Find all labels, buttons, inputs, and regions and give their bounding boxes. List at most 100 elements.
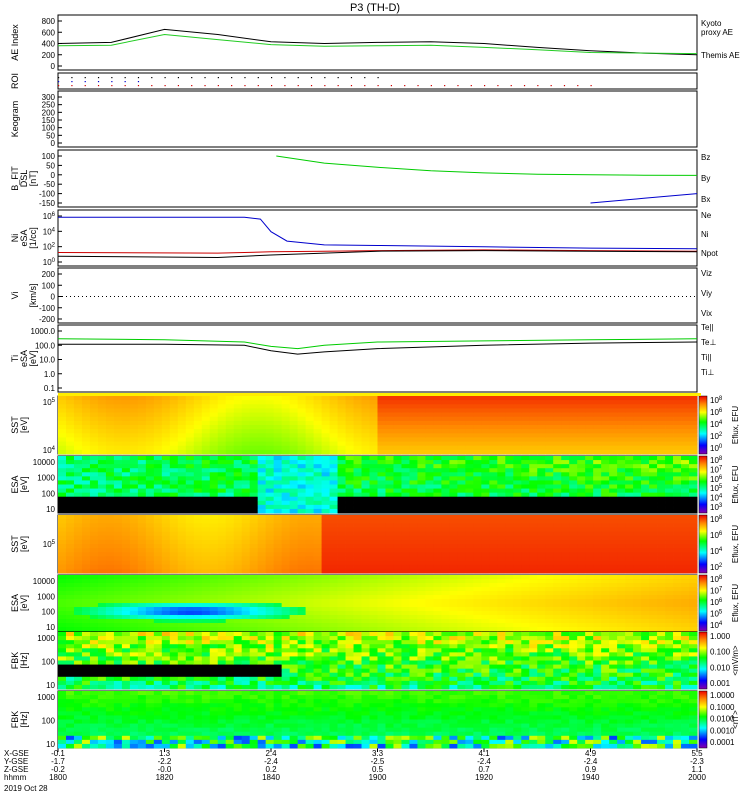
esa-electron-cell bbox=[489, 480, 498, 485]
fbk-electric-cell bbox=[225, 640, 235, 645]
esa-electron-cell bbox=[177, 464, 187, 469]
sst-electron-cell bbox=[129, 445, 139, 451]
sst-ion-cell bbox=[193, 519, 203, 524]
esa-ion-cell bbox=[145, 623, 155, 628]
esa-electron-cell bbox=[73, 472, 83, 477]
sst-ion-cell bbox=[225, 552, 235, 557]
sst-electron-cell bbox=[289, 449, 299, 455]
esa-electron-cell bbox=[289, 464, 299, 469]
sst-ion-cell bbox=[441, 531, 450, 537]
sst-electron-cell bbox=[393, 400, 402, 405]
esa-electron-cell bbox=[505, 472, 514, 477]
esa-ion-cell bbox=[481, 615, 490, 620]
esa-electron-cell bbox=[529, 508, 538, 514]
sst-electron-cell bbox=[297, 396, 307, 401]
esa-ion-cell bbox=[249, 607, 259, 612]
fbk-electric-cell bbox=[169, 652, 179, 657]
sst-electron-cell bbox=[625, 420, 634, 426]
sst-electron-cell bbox=[273, 449, 283, 455]
esa-ion-cell bbox=[321, 579, 330, 584]
sst-electron-cell bbox=[153, 412, 163, 418]
esa-electron-cell bbox=[73, 492, 83, 498]
sst-electron-cell bbox=[489, 449, 498, 455]
esa-electron-cell bbox=[89, 480, 99, 485]
sst-electron-cell bbox=[209, 441, 219, 447]
fbk-electric-cell bbox=[249, 644, 259, 649]
esa-electron-cell bbox=[529, 456, 538, 461]
sst-ion-cell bbox=[569, 523, 578, 528]
sst-electron-cell bbox=[593, 429, 602, 434]
esa-electron-cell bbox=[361, 508, 370, 514]
sst-ion-cell bbox=[273, 515, 283, 520]
esa-ion-cell bbox=[401, 615, 410, 620]
sst-electron-cell bbox=[265, 433, 275, 438]
sst-ion-cell bbox=[217, 568, 227, 574]
esa-electron-cell bbox=[113, 488, 123, 494]
sst-electron-cell bbox=[137, 449, 147, 455]
esa-electron-cell bbox=[681, 480, 690, 485]
esa-ion-cell bbox=[441, 575, 450, 580]
esa-electron-cell bbox=[58, 508, 67, 514]
sst-ion-cell bbox=[169, 548, 179, 553]
esa-electron-cell bbox=[681, 496, 690, 502]
sst-electron-cell bbox=[201, 441, 211, 447]
esa-electron-cell bbox=[441, 492, 450, 498]
sst-electron-cell bbox=[649, 396, 658, 401]
sst-ion-cell bbox=[545, 560, 554, 566]
sst-ion-cell bbox=[641, 548, 650, 553]
esa-electron-cell bbox=[633, 492, 642, 498]
sst-electron-cell bbox=[265, 449, 275, 455]
esa-electron-cell bbox=[257, 508, 267, 514]
esa-electron-cell bbox=[217, 488, 227, 494]
sst-ion-cell bbox=[225, 556, 235, 561]
esa-ion-cell bbox=[457, 615, 466, 620]
sst-ion-cell bbox=[337, 544, 346, 549]
sst-electron-cell bbox=[281, 396, 291, 401]
sst-ion-cell bbox=[361, 539, 370, 545]
sst-electron-cell bbox=[353, 404, 362, 409]
esa-electron-cell bbox=[673, 496, 682, 502]
esa-electron-cell bbox=[233, 500, 243, 506]
esa-electron-cell bbox=[297, 484, 307, 489]
esa-electron-cell bbox=[521, 460, 530, 465]
sst-electron-cell bbox=[409, 445, 418, 451]
esa-electron-cell bbox=[369, 500, 378, 506]
sst-electron-cell bbox=[209, 404, 219, 409]
esa-electron-cell bbox=[521, 496, 530, 502]
esa-ion-cell bbox=[241, 603, 251, 608]
esa-electron-cell bbox=[521, 492, 530, 498]
esa-ion-cell bbox=[585, 595, 594, 600]
sst-ion-cell bbox=[89, 548, 99, 553]
sst-ion-cell bbox=[569, 527, 578, 532]
esa-electron-cell bbox=[353, 484, 362, 489]
sst-electron-cell bbox=[465, 433, 474, 438]
fbk-electric-cell bbox=[257, 644, 267, 649]
sst-ion-cell bbox=[153, 564, 163, 570]
esa-ion-cell bbox=[633, 611, 642, 616]
esa-electron-cell bbox=[121, 476, 131, 481]
sst-electron-cell bbox=[641, 420, 650, 426]
sst-ion-cell bbox=[209, 535, 219, 541]
esa-electron-cell bbox=[265, 460, 275, 465]
sst-ion-cell bbox=[161, 539, 171, 545]
esa-ion-colorbar bbox=[698, 574, 708, 632]
sst-electron-cell bbox=[281, 445, 291, 451]
sst-electron-cell bbox=[385, 416, 394, 422]
esa-ion-cell bbox=[425, 611, 434, 616]
esa-ion-cell bbox=[465, 583, 474, 588]
esa-ion-cell bbox=[209, 603, 219, 608]
esa-electron-cell bbox=[569, 492, 578, 498]
esa-electron-cell bbox=[561, 468, 570, 473]
esa-ion-cell bbox=[657, 611, 666, 616]
sst-ion-cell bbox=[673, 527, 682, 532]
sst-ion-cell bbox=[465, 556, 474, 561]
esa-electron-cell bbox=[505, 468, 514, 473]
esa-electron-cell bbox=[329, 484, 338, 489]
esa-ion-cell bbox=[289, 607, 299, 612]
sst-electron-cell bbox=[105, 433, 115, 438]
sst-ion-cell bbox=[569, 535, 578, 541]
sst-electron-cell bbox=[177, 420, 187, 426]
sst-electron-cell bbox=[137, 433, 147, 438]
esa-electron-cell bbox=[665, 468, 674, 473]
esa-ion-cell bbox=[641, 583, 650, 588]
